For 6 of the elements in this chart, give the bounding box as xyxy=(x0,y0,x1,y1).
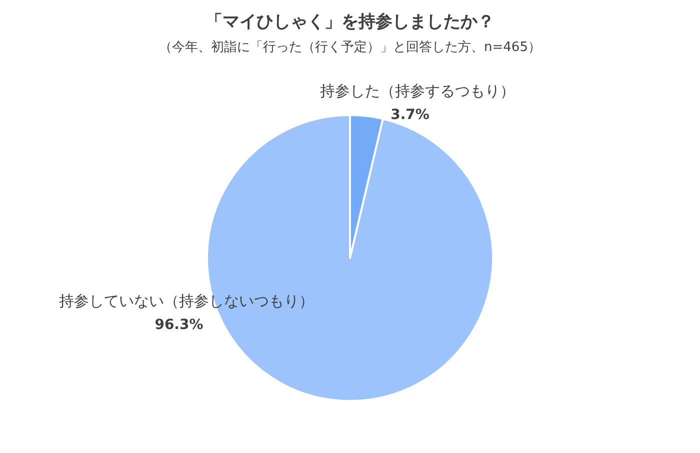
data-label: 3.7% xyxy=(390,107,430,123)
data-label: 96.3% xyxy=(154,317,204,333)
chart-title: 「マイひしゃく」を持参しましたか？ xyxy=(206,12,494,32)
slice-label: 持参した（持参するつもり） xyxy=(320,82,515,100)
chart-subtitle: （今年、初詣に「行った（行く予定）」と回答した方、n=465） xyxy=(159,39,541,55)
slice-label: 持参していない（持参しないつもり） xyxy=(59,292,314,310)
